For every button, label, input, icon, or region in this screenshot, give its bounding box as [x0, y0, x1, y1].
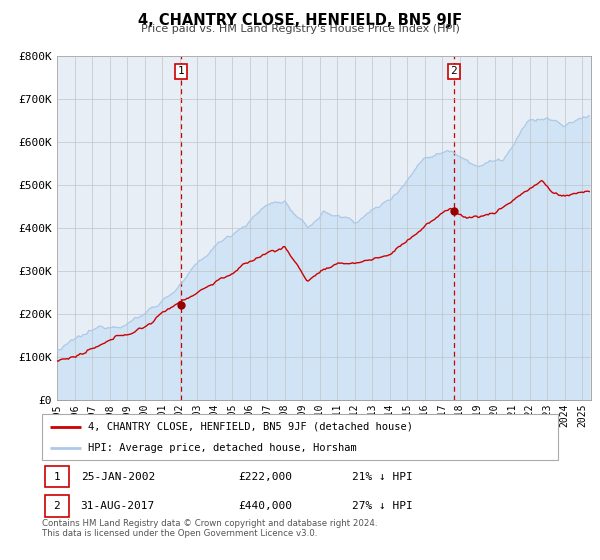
- Text: 2: 2: [53, 501, 60, 511]
- FancyBboxPatch shape: [42, 414, 558, 460]
- FancyBboxPatch shape: [44, 496, 69, 517]
- Text: 1: 1: [53, 472, 60, 482]
- Text: HPI: Average price, detached house, Horsham: HPI: Average price, detached house, Hors…: [88, 443, 357, 453]
- Text: Price paid vs. HM Land Registry's House Price Index (HPI): Price paid vs. HM Land Registry's House …: [140, 24, 460, 34]
- Text: Contains HM Land Registry data © Crown copyright and database right 2024.: Contains HM Land Registry data © Crown c…: [42, 520, 377, 529]
- Text: 27% ↓ HPI: 27% ↓ HPI: [352, 501, 412, 511]
- Text: 31-AUG-2017: 31-AUG-2017: [80, 501, 155, 511]
- Text: £440,000: £440,000: [238, 501, 292, 511]
- FancyBboxPatch shape: [44, 466, 69, 487]
- Text: 21% ↓ HPI: 21% ↓ HPI: [352, 472, 412, 482]
- Text: This data is licensed under the Open Government Licence v3.0.: This data is licensed under the Open Gov…: [42, 529, 317, 538]
- Text: 25-JAN-2002: 25-JAN-2002: [80, 472, 155, 482]
- Text: 4, CHANTRY CLOSE, HENFIELD, BN5 9JF: 4, CHANTRY CLOSE, HENFIELD, BN5 9JF: [138, 13, 462, 28]
- Text: £222,000: £222,000: [238, 472, 292, 482]
- Text: 2: 2: [451, 67, 457, 77]
- Text: 1: 1: [178, 67, 184, 77]
- Text: 4, CHANTRY CLOSE, HENFIELD, BN5 9JF (detached house): 4, CHANTRY CLOSE, HENFIELD, BN5 9JF (det…: [88, 422, 413, 432]
